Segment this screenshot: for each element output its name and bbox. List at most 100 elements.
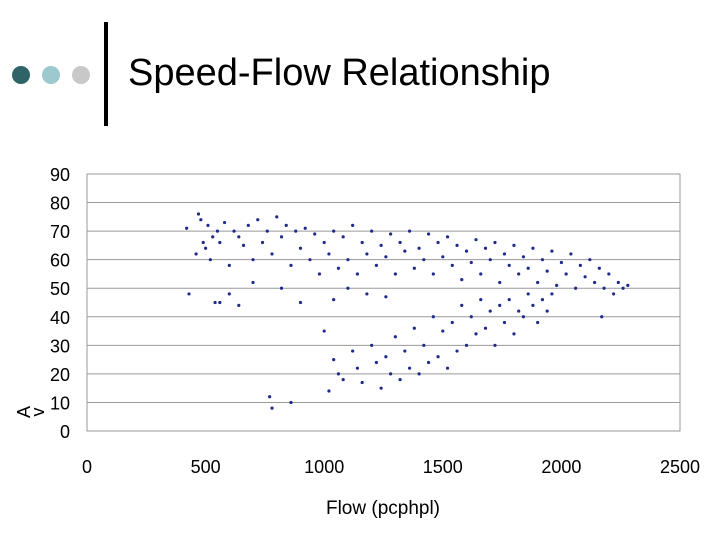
data-point — [531, 246, 535, 250]
y-axis-label-part: v — [28, 408, 48, 417]
data-point — [626, 283, 630, 287]
data-point — [540, 298, 545, 302]
data-point — [403, 249, 407, 253]
data-point — [483, 246, 488, 250]
data-point — [303, 226, 307, 230]
data-point — [403, 349, 407, 353]
data-point — [196, 212, 201, 216]
data-point — [379, 386, 383, 390]
data-point — [208, 258, 212, 262]
data-point — [187, 292, 191, 296]
y-tick-label: 10 — [50, 393, 70, 413]
data-point — [616, 280, 620, 285]
x-tick-label: 2000 — [541, 457, 581, 477]
data-point — [308, 258, 312, 262]
data-point — [526, 266, 530, 270]
bullet-dot-2 — [42, 66, 60, 84]
data-point — [237, 303, 241, 307]
x-tick-label: 0 — [82, 457, 92, 477]
data-point — [389, 372, 393, 376]
data-point — [298, 300, 303, 305]
y-tick-label: 80 — [50, 194, 70, 214]
title-divider — [104, 22, 108, 126]
data-point — [412, 326, 416, 330]
data-point — [365, 292, 369, 296]
data-point — [317, 272, 322, 276]
y-tick-label: 20 — [50, 365, 70, 385]
y-axis-label: Av — [14, 406, 48, 418]
slide-title: Speed-Flow Relationship — [128, 52, 551, 94]
data-point — [393, 335, 397, 339]
data-point — [336, 266, 341, 270]
data-point — [360, 240, 364, 245]
data-point — [507, 298, 511, 302]
data-point — [336, 372, 341, 376]
data-point — [407, 366, 412, 370]
data-point — [422, 258, 426, 262]
data-point — [351, 349, 355, 353]
data-point — [564, 272, 568, 276]
data-point — [540, 258, 545, 262]
data-point — [498, 280, 502, 285]
data-point — [365, 252, 369, 256]
data-point — [270, 406, 274, 410]
data-point — [597, 266, 601, 270]
y-tick-label: 90 — [50, 165, 70, 185]
data-point — [322, 329, 326, 333]
data-point — [241, 243, 246, 247]
data-point — [488, 258, 492, 262]
data-point — [389, 232, 393, 236]
data-point — [436, 355, 440, 359]
data-point — [246, 223, 250, 227]
data-point — [569, 252, 573, 256]
data-point — [455, 243, 459, 247]
data-point — [593, 280, 597, 285]
data-point — [332, 358, 336, 362]
data-point — [251, 280, 255, 285]
data-point — [611, 292, 616, 296]
data-point — [275, 215, 279, 219]
data-point — [436, 240, 440, 245]
y-tick-label: 0 — [60, 422, 70, 442]
y-axis-label-part: A — [14, 406, 34, 418]
data-point — [512, 243, 516, 247]
data-point — [426, 360, 431, 365]
data-point — [578, 263, 582, 267]
data-point — [256, 218, 260, 222]
data-point — [464, 343, 469, 347]
data-point — [332, 229, 336, 233]
data-point — [550, 292, 554, 296]
bullet-dots — [12, 66, 92, 86]
data-point — [393, 272, 397, 276]
data-point — [313, 232, 317, 236]
data-point — [327, 389, 331, 393]
data-point — [521, 315, 526, 319]
data-point — [355, 366, 360, 370]
data-point — [185, 226, 189, 230]
x-axis-label: Flow (pcphpl) — [326, 498, 440, 519]
data-point — [211, 235, 215, 239]
data-point — [374, 263, 378, 267]
data-point — [341, 378, 345, 382]
data-point — [370, 343, 374, 347]
data-point — [574, 286, 578, 290]
data-point — [417, 372, 421, 376]
data-point — [474, 332, 478, 336]
data-point — [502, 252, 507, 256]
data-point — [450, 263, 454, 267]
data-point — [464, 249, 469, 253]
data-point — [289, 400, 293, 405]
data-point — [215, 229, 220, 233]
y-tick-label: 40 — [50, 308, 70, 328]
data-point — [493, 240, 497, 245]
data-point — [218, 300, 222, 305]
data-point — [455, 349, 459, 353]
data-point — [526, 292, 530, 296]
data-point — [445, 235, 450, 239]
data-point — [346, 258, 350, 262]
data-point — [507, 263, 511, 267]
data-point — [279, 235, 284, 239]
data-point — [237, 235, 241, 239]
data-point — [600, 315, 604, 319]
data-point — [469, 260, 473, 265]
